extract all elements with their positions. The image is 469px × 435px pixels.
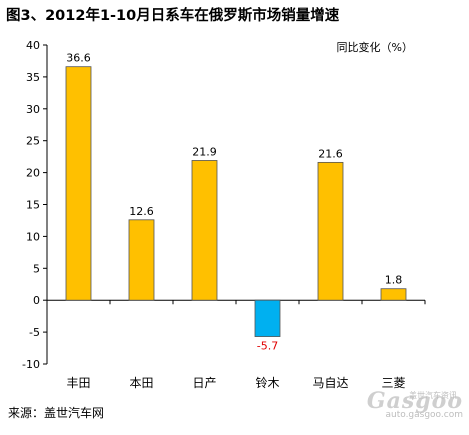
source-note: 来源：盖世汽车网 [8, 406, 105, 420]
category-label-4: 马自达 [312, 376, 348, 390]
data-label-4: 21.6 [318, 147, 343, 160]
y-tick-label: 30 [26, 103, 40, 116]
y-tick-label: 10 [26, 230, 40, 243]
category-label-5: 三菱 [381, 376, 405, 390]
y-tick-label: 0 [33, 294, 40, 307]
category-label-1: 本田 [129, 376, 153, 390]
y-tick-label: -5 [29, 326, 40, 339]
y-tick-label: 35 [26, 71, 40, 84]
category-labels: 丰田 本田 日产 铃木 马自达 三菱 [66, 375, 405, 390]
bar-2 [191, 160, 218, 301]
category-label-3: 铃木 [255, 375, 279, 390]
gasgoo-watermark: Gasgoo 盖世汽车资讯 auto.gasgoo.com [367, 388, 463, 420]
category-label-2: 日产 [192, 376, 216, 390]
data-label-2: 21.9 [192, 145, 217, 158]
gasgoo-logo: Gasgoo [366, 388, 463, 414]
category-label-0: 丰田 [66, 376, 90, 390]
watermark-url: auto.gasgoo.com [385, 410, 463, 420]
data-label-0: 36.6 [66, 52, 91, 65]
axes [46, 45, 425, 364]
data-label-1: 12.6 [129, 205, 154, 218]
y-tick-label: 15 [26, 199, 40, 212]
bar-5 [380, 288, 407, 301]
bar-0 [65, 66, 92, 301]
y-tick-label: -10 [22, 358, 40, 371]
chart-title: 图3、2012年1-10月日系车在俄罗斯市场销量增速 [6, 8, 340, 24]
data-label-5: 1.8 [385, 274, 403, 287]
bar-3 [254, 299, 281, 337]
bars [65, 66, 407, 337]
watermark-cn-text: 盖世汽车资讯 [409, 391, 457, 400]
bar-1 [128, 219, 155, 301]
y-axis-label: 同比变化（%） [337, 40, 413, 54]
bar-4 [317, 161, 344, 301]
y-axis-ticks: -10 -5 0 5 10 15 20 25 30 35 40 [22, 39, 426, 371]
y-tick-label: 25 [26, 135, 40, 148]
data-labels: 36.6 12.6 21.9 -5.7 21.6 1.8 [66, 52, 402, 353]
y-tick-label: 40 [26, 39, 40, 52]
y-tick-label: 5 [33, 262, 40, 275]
y-tick-label: 20 [26, 167, 40, 180]
data-label-3: -5.7 [257, 340, 278, 353]
